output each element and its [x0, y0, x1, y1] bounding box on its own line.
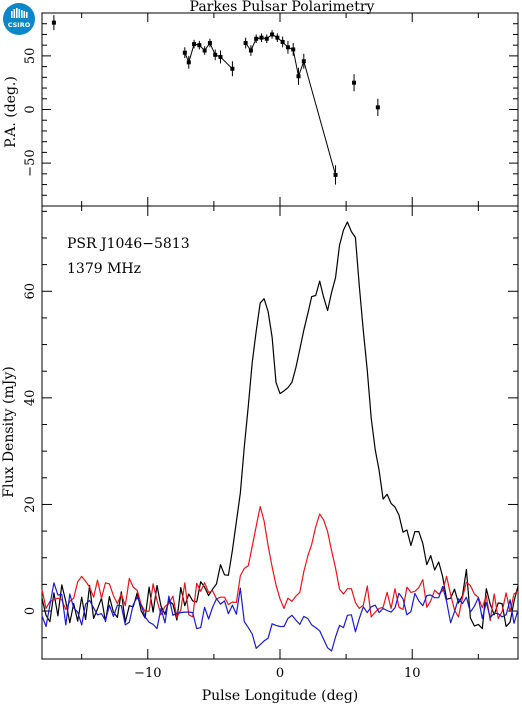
pa-point	[243, 37, 248, 49]
pa-point	[301, 53, 306, 69]
flux-xtick-label: 0	[276, 666, 284, 681]
csiro-logo: CSIRO	[3, 3, 35, 35]
flux-panel: 0 20 40 60 −10 0 10 PSR J1046−5813 1379 MHz Fl…	[1, 205, 519, 704]
pa-point	[182, 47, 187, 59]
pa-point	[248, 45, 253, 56]
pa-ytick-label: 0	[23, 105, 38, 113]
flux-series-circular	[41, 582, 519, 652]
pa-ticks: −50 0 50	[23, 13, 518, 206]
pa-points	[51, 15, 380, 185]
frequency-label: 1379 MHz	[67, 261, 141, 277]
pa-point	[259, 33, 264, 42]
flux-series-total	[41, 221, 519, 630]
flux-xtick-label: 10	[404, 666, 421, 681]
pa-point	[254, 34, 259, 44]
pa-point	[285, 40, 290, 54]
pa-point	[192, 39, 197, 49]
pa-point	[197, 40, 202, 50]
pa-point	[51, 15, 56, 31]
pa-ytick-label: −50	[23, 149, 38, 176]
pa-point	[296, 67, 301, 85]
pa-point	[230, 61, 235, 77]
pa-point	[207, 38, 212, 48]
chart-title: Parkes Pulsar Polarimetry	[190, 0, 375, 15]
pa-point	[270, 30, 275, 39]
flux-series	[41, 221, 519, 652]
pa-point	[264, 34, 269, 44]
pa-ylabel: P.A. (deg.)	[3, 76, 19, 148]
pa-ytick-label: 50	[23, 48, 38, 65]
pa-point	[275, 33, 280, 42]
pa-point	[375, 98, 380, 116]
pa-point	[333, 165, 338, 185]
csiro-logo-text: CSIRO	[8, 21, 31, 29]
pa-frame	[41, 12, 519, 207]
pa-point	[186, 55, 191, 69]
flux-ylabel: Flux Density (mJy)	[1, 366, 17, 497]
flux-xlabel: Pulse Longitude (deg)	[202, 688, 359, 704]
pa-connector	[184, 41, 233, 70]
pa-point	[291, 43, 296, 56]
pa-point	[280, 36, 285, 48]
pa-point	[213, 49, 218, 61]
pa-point	[218, 50, 223, 64]
pa-links	[184, 33, 336, 176]
flux-xtick-label: −10	[134, 666, 161, 681]
psr-name-label: PSR J1046−5813	[67, 236, 190, 252]
flux-ytick-label: 0	[23, 607, 38, 615]
flux-ticks: 0 20 40 60 −10 0 10	[23, 206, 518, 681]
flux-ytick-label: 40	[23, 390, 38, 407]
pa-panel: −50 0 50 P.A. (deg.)	[3, 12, 519, 207]
flux-ytick-label: 60	[23, 283, 38, 300]
pa-point	[352, 74, 357, 92]
pa-connector	[245, 33, 336, 176]
flux-ytick-label: 20	[23, 496, 38, 513]
pa-point	[202, 46, 207, 55]
flux-series-linear	[41, 506, 519, 622]
